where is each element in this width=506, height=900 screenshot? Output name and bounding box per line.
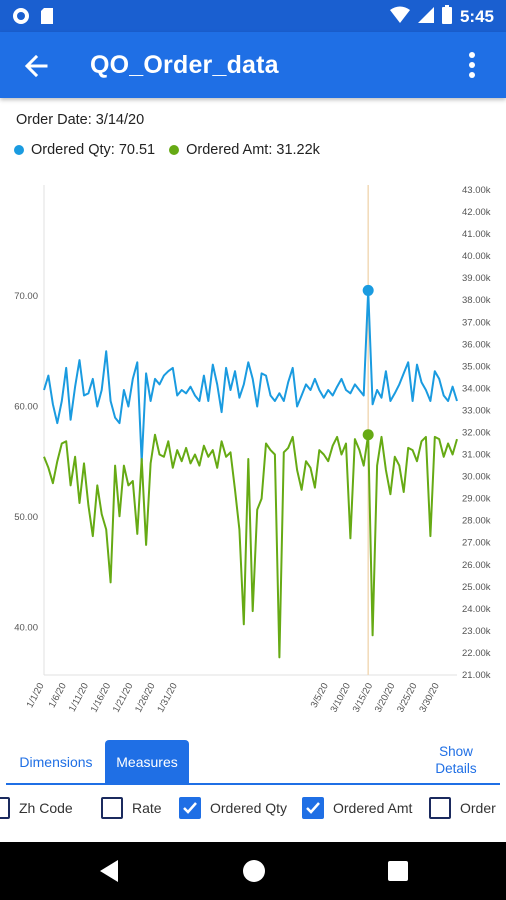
more-options-icon[interactable] — [460, 49, 484, 81]
measure-ordered-qty[interactable]: Ordered Qty — [179, 797, 287, 819]
checkbox-order[interactable] — [429, 797, 451, 819]
tab-measures[interactable]: Measures — [105, 740, 189, 784]
x-tick-label: 3/15/20 — [351, 681, 376, 714]
y-right-tick-label: 21.00k — [462, 670, 491, 681]
measure-label-ordered-amt: Ordered Amt — [333, 800, 413, 816]
y-right-tick-label: 28.00k — [462, 516, 491, 527]
x-tick-label: 3/10/20 — [328, 681, 353, 714]
y-right-tick-label: 30.00k — [462, 472, 491, 483]
x-tick-label: 1/31/20 — [155, 681, 180, 714]
nav-home-icon[interactable] — [240, 857, 268, 885]
x-tick-label: 3/30/20 — [417, 681, 442, 714]
measure-label-zh-code: Zh Code — [19, 800, 73, 816]
highlight-point-ordered-amt — [362, 429, 374, 441]
y-right-tick-label: 22.00k — [462, 648, 491, 659]
measure-label-order: Order — [460, 800, 496, 816]
battery-icon — [441, 5, 452, 29]
measure-order[interactable]: Order — [429, 797, 496, 819]
back-arrow-icon[interactable] — [20, 50, 52, 82]
y-left-tick-label: 50.00 — [14, 512, 38, 523]
signal-icon — [417, 6, 434, 29]
y-right-tick-label: 25.00k — [462, 582, 491, 593]
measures-list: Zh Code Rate Ordered Qty Ordered Amt Ord… — [0, 792, 506, 828]
sd-card-icon — [40, 7, 54, 30]
y-left-tick-label: 40.00 — [14, 622, 38, 633]
y-right-tick-label: 38.00k — [462, 295, 491, 306]
y-right-tick-label: 35.00k — [462, 361, 491, 372]
y-right-tick-label: 26.00k — [462, 560, 491, 571]
chart-legend: Ordered Qty: 70.51 Ordered Amt: 31.22k — [14, 142, 320, 158]
highlight-point-ordered-qty — [362, 284, 374, 296]
x-tick-label: 1/26/20 — [133, 681, 158, 714]
y-left-tick-label: 70.00 — [14, 291, 38, 302]
y-right-tick-label: 36.00k — [462, 339, 491, 350]
y-right-tick-label: 32.00k — [462, 428, 491, 439]
y-right-tick-label: 41.00k — [462, 229, 491, 240]
x-tick-label: 3/5/20 — [309, 681, 331, 709]
y-right-tick-label: 37.00k — [462, 317, 491, 328]
line-chart[interactable]: 40.00 50.00 60.00 70.00 21.00k 22.00k 23.00k 24… — [0, 175, 506, 735]
series-line-ordered-amt — [43, 433, 458, 659]
y-right-tick-label: 31.00k — [462, 450, 491, 461]
nav-back-icon[interactable] — [96, 857, 124, 885]
y-right-tick-label: 27.00k — [462, 538, 491, 549]
clock: 5:45 — [459, 7, 494, 26]
y-right-tick-label: 43.00k — [462, 185, 491, 196]
checkmark-icon — [306, 802, 320, 814]
show-details-line-2: Details — [435, 761, 477, 776]
x-tick-label: 1/6/20 — [47, 681, 69, 709]
y-right-tick-label: 33.00k — [462, 405, 491, 416]
checkbox-zh-code[interactable] — [0, 797, 10, 819]
legend-dot-ordered-qty — [14, 145, 24, 155]
page-title: QO_Order_data — [90, 51, 279, 79]
legend-dot-ordered-amt — [169, 145, 180, 155]
tab-dimensions[interactable]: Dimensions — [19, 754, 93, 770]
system-nav-bar — [0, 842, 506, 900]
measure-label-rate: Rate — [132, 800, 162, 816]
legend-item-ordered-qty: Ordered Qty: 70.51 — [14, 142, 155, 158]
legend-item-ordered-amt: Ordered Amt: 31.22k — [169, 142, 320, 158]
order-date-label: Order Date: 3/14/20 — [16, 112, 145, 128]
app-bar: QO_Order_data — [0, 32, 506, 98]
wifi-icon — [389, 6, 410, 29]
series-line-ordered-qty — [43, 289, 458, 463]
notification-icon — [12, 7, 30, 30]
checkbox-ordered-amt[interactable] — [302, 797, 324, 819]
status-bar: 5:45 — [0, 0, 506, 32]
y-right-tick-label: 40.00k — [462, 251, 491, 262]
legend-label-ordered-qty: Ordered Qty: 70.51 — [31, 142, 156, 158]
y-right-tick-label: 23.00k — [462, 626, 491, 637]
legend-label-ordered-amt: Ordered Amt: 31.22k — [186, 142, 320, 158]
y-right-tick-label: 42.00k — [462, 207, 491, 218]
tabs-underline — [6, 783, 500, 785]
checkmark-icon — [183, 802, 197, 814]
show-details-line-1: Show — [439, 744, 473, 759]
checkbox-rate[interactable] — [101, 797, 123, 819]
measure-rate[interactable]: Rate — [101, 797, 162, 819]
y-left-tick-label: 60.00 — [14, 402, 38, 413]
y-right-tick-label: 29.00k — [462, 494, 491, 505]
x-tick-label: 3/25/20 — [395, 681, 420, 714]
measure-ordered-amt[interactable]: Ordered Amt — [302, 797, 412, 819]
x-tick-label: 1/1/20 — [25, 681, 47, 709]
measure-label-ordered-qty: Ordered Qty — [210, 800, 288, 816]
y-right-tick-label: 24.00k — [462, 604, 491, 615]
x-tick-label: 1/21/20 — [111, 681, 136, 714]
y-right-tick-label: 34.00k — [462, 383, 491, 394]
x-tick-label: 1/16/20 — [89, 681, 114, 714]
y-right-tick-label: 39.00k — [462, 273, 491, 284]
checkbox-ordered-qty[interactable] — [179, 797, 201, 819]
nav-recents-icon[interactable] — [384, 857, 412, 885]
measure-zh-code[interactable]: Zh Code — [0, 797, 73, 819]
show-details-link[interactable]: Show Details — [420, 743, 492, 777]
panel-tabs: Dimensions Measures Show Details — [0, 740, 506, 786]
x-tick-label: 1/11/20 — [67, 681, 91, 714]
x-tick-label: 3/20/20 — [373, 681, 398, 714]
